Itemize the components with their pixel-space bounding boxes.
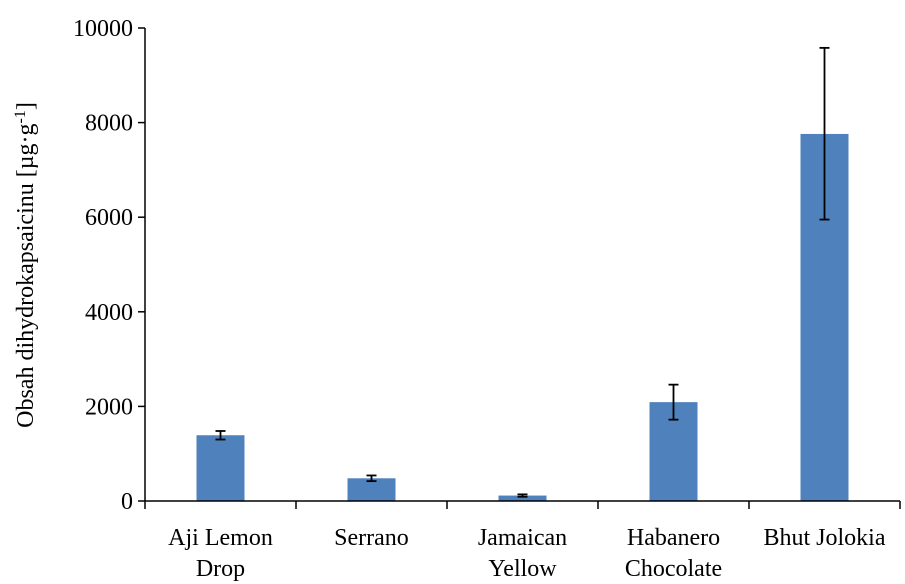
y-axis-title-close: ] — [13, 102, 39, 110]
y-tick-label: 0 — [121, 489, 133, 515]
x-category-label-line: Serrano — [334, 525, 409, 551]
y-axis-title: Obsah dihydrokapsaicinu [µg·g-1] — [12, 102, 40, 428]
x-category-label: Aji Lemon Drop — [168, 525, 273, 582]
x-category-label: Jamaican Yellow — [478, 525, 567, 582]
bar — [347, 478, 396, 501]
x-category-label-line: Drop — [196, 556, 245, 582]
x-category-label: Serrano — [334, 525, 409, 551]
y-axis: 0 2000 4000 6000 8000 10000 — [73, 16, 146, 515]
y-tick-label: 4000 — [85, 300, 133, 326]
bar — [498, 495, 547, 501]
x-category-label: Bhut Jolokia — [763, 525, 885, 551]
y-axis-title-sup: -1 — [12, 110, 29, 123]
error-bars — [215, 46, 830, 498]
bar — [196, 435, 245, 501]
x-axis: Aji Lemon Drop Serrano Jamaican Yellow Habane… — [144, 500, 901, 582]
x-category-label-line: Jamaican — [478, 525, 567, 551]
x-category-label-line: Yellow — [488, 556, 557, 582]
y-tick-label: 6000 — [85, 205, 133, 231]
x-category-label-line: Habanero — [627, 525, 720, 551]
x-category-label-line: Aji Lemon — [168, 525, 273, 551]
x-category-label-line: Bhut Jolokia — [763, 525, 885, 551]
y-tick-label: 10000 — [73, 16, 133, 42]
x-category-label-line: Chocolate — [625, 556, 722, 582]
y-axis-title-main: Obsah dihydrokapsaicinu [µg·g — [13, 123, 39, 427]
y-tick-label: 2000 — [85, 394, 133, 420]
y-tick-label: 8000 — [85, 111, 133, 137]
x-category-label: Habanero Chocolate — [625, 525, 722, 582]
bars — [196, 133, 849, 501]
